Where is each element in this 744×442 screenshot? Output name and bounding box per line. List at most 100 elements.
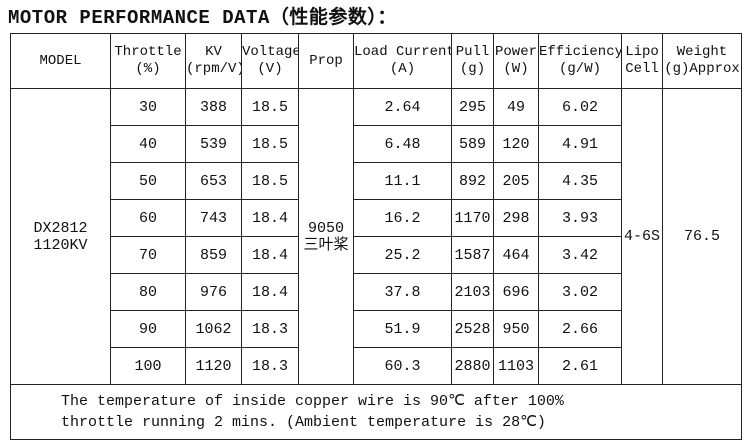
- data-cell: 49: [493, 88, 539, 126]
- data-cell: 950: [493, 310, 539, 348]
- data-cell: 2.64: [353, 88, 452, 126]
- data-row: 60 743 18.4 16.2 1170 298 3.93: [11, 199, 742, 237]
- data-cell: 6.02: [538, 88, 622, 126]
- data-cell: 70: [110, 236, 186, 274]
- data-cell: 4.35: [538, 162, 622, 200]
- data-row: DX2812 1120KV 30 388 18.5 9050 三叶桨 2.64 295 49 6.0…: [10, 88, 742, 385]
- cell-line: DX2812: [33, 219, 88, 237]
- data-cell: 2880: [451, 347, 494, 385]
- data-cell: 18.5: [241, 88, 299, 126]
- data-cell: 1062: [185, 310, 242, 348]
- data-cell: 539: [185, 125, 242, 163]
- footnote: The temperature of inside copper wire is…: [10, 384, 742, 440]
- title: MOTOR PERFORMANCE DATA（性能参数）：: [8, 7, 397, 29]
- cell-line: Load Current: [354, 44, 452, 60]
- cell-line: Pull: [455, 44, 490, 60]
- data-cell: 696: [493, 273, 539, 311]
- data-cell: 37.8: [353, 273, 452, 311]
- data-cell: 295: [451, 88, 494, 126]
- header-cell: MODEL: [10, 33, 111, 89]
- data-cell: 205: [493, 162, 539, 200]
- data-cell: 80: [110, 273, 186, 311]
- cell-line: Lipo: [625, 44, 659, 60]
- header-row: MODEL Throttle (%) KV (rpm/V) Voltage (V) Prop L…: [10, 33, 742, 89]
- data-row: 90 1062 18.3 51.9 2528 950 2.66: [11, 310, 742, 348]
- data-cell: 11.1: [353, 162, 452, 200]
- data-cell: 589: [451, 125, 494, 163]
- data-cell: 100: [110, 347, 186, 385]
- data-cell: 1103: [493, 347, 539, 385]
- data-cell: 120: [493, 125, 539, 163]
- model-cell: DX2812 1120KV: [10, 88, 111, 385]
- data-cell: 40: [110, 125, 186, 163]
- data-cell: 743: [185, 199, 242, 237]
- data-cell: 18.3: [241, 347, 299, 385]
- data-cell: 2.66: [538, 310, 622, 348]
- data-cell: 4.91: [538, 125, 622, 163]
- cell-line: (g)Approx: [664, 61, 740, 77]
- data-row: 70 859 18.4 25.2 1587 464 3.42: [11, 236, 742, 274]
- data-cell: 25.2: [353, 236, 452, 274]
- cell-line: Prop: [309, 52, 343, 69]
- header-cell: Pull (g): [451, 33, 494, 89]
- cell-line: (g/W): [558, 61, 601, 77]
- data-cell: 18.4: [241, 236, 299, 274]
- cell-line: (W): [503, 61, 529, 77]
- footnote-row: The temperature of inside copper wire is…: [10, 384, 742, 440]
- cell-line: (g): [459, 61, 486, 77]
- data-cell: 6.48: [353, 125, 452, 163]
- header-cell: Prop: [298, 33, 354, 89]
- data-cell: 18.4: [241, 273, 299, 311]
- performance-table: MODEL Throttle (%) KV (rpm/V) Voltage (V) Prop L…: [10, 33, 742, 440]
- data-cell: 18.5: [241, 125, 299, 163]
- data-cell: 653: [185, 162, 242, 200]
- cell-line: (%): [135, 61, 161, 77]
- data-cell: 50: [110, 162, 186, 200]
- prop-cell: 9050 三叶桨: [298, 88, 354, 385]
- data-cell: 3.93: [538, 199, 622, 237]
- header-cell: Efficiency (g/W): [538, 33, 622, 89]
- cell-line: MODEL: [39, 52, 82, 69]
- cell-line: Voltage: [242, 44, 299, 60]
- data-row: 50 653 18.5 11.1 892 205 4.35: [11, 162, 742, 200]
- data-cell: 298: [493, 199, 539, 237]
- header-cell: Load Current (A): [353, 33, 452, 89]
- cell-line: KV: [205, 44, 222, 60]
- cell-line: 1120KV: [33, 236, 88, 254]
- data-cell: 464: [493, 236, 539, 274]
- data-cell: 51.9: [353, 310, 452, 348]
- data-cell: 18.5: [241, 162, 299, 200]
- data-cell: 2.61: [538, 347, 622, 385]
- cell-line: 9050: [307, 219, 344, 237]
- cell-line: (A): [389, 61, 416, 77]
- header-cell: Power (W): [493, 33, 539, 89]
- data-cell: 976: [185, 273, 242, 311]
- cell-line: Throttle: [114, 44, 182, 60]
- lipo-cell: 4-6S: [621, 88, 663, 385]
- data-cell: 2103: [451, 273, 494, 311]
- data-cell: 1120: [185, 347, 242, 385]
- data-cell: 892: [451, 162, 494, 200]
- data-cell: 18.3: [241, 310, 299, 348]
- header-cell: KV (rpm/V): [185, 33, 242, 89]
- data-cell: 3.42: [538, 236, 622, 274]
- header-cell: Weight (g)Approx: [662, 33, 742, 89]
- header-cell: Lipo Cell: [621, 33, 663, 89]
- cell-line: Efficiency: [539, 44, 622, 60]
- cell-line: Cell: [625, 61, 659, 77]
- data-cell: 60: [110, 199, 186, 237]
- data-cell: 388: [185, 88, 242, 126]
- cell-line: Weight: [676, 44, 728, 60]
- cell-line: (rpm/V): [186, 61, 242, 77]
- data-cell: 60.3: [353, 347, 452, 385]
- data-cell: 16.2: [353, 199, 452, 237]
- data-cell: 90: [110, 310, 186, 348]
- weight-cell: 76.5: [662, 88, 742, 385]
- cell-line: Power: [494, 44, 537, 60]
- data-cell: 2528: [451, 310, 494, 348]
- data-cell: 1170: [451, 199, 494, 237]
- data-cell: 3.02: [538, 273, 622, 311]
- data-cell: 18.4: [241, 199, 299, 237]
- data-cell: 1587: [451, 236, 494, 274]
- header-cell: Throttle (%): [110, 33, 186, 89]
